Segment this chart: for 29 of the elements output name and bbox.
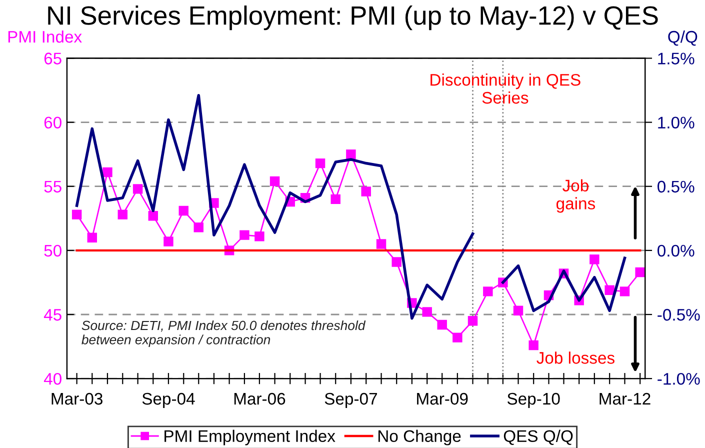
- annotation: Discontinuity in QES Series: [430, 74, 580, 104]
- x-tick-label: Sep-04: [142, 392, 195, 408]
- y-tick-label: 40: [44, 372, 62, 385]
- y-tick-label: 45: [44, 309, 62, 321]
- y-tick-label: 60: [44, 116, 62, 129]
- y2-tick-label: -0.5%: [658, 308, 700, 321]
- y-tick-label: 50: [44, 244, 62, 257]
- y2-tick-label: 0.0%: [658, 244, 694, 257]
- annotation: Source: DETI, PMI Index 50.0 denotes threshold between expansion / contraction: [82, 320, 366, 347]
- y2-tick-label: 0.5%: [658, 180, 694, 193]
- x-tick-label: Sep-07: [324, 392, 377, 408]
- legend-label: PMI Employment Index: [164, 430, 336, 446]
- x-tick-label: Mar-03: [52, 392, 102, 405]
- legend-label: QES Q/Q: [504, 430, 573, 445]
- annotation: Job losses: [536, 352, 614, 364]
- chart-title: NI Services Employment: PMI (up to May-12) v QES: [48, 6, 658, 30]
- y-axis-title: PMI Index: [8, 30, 82, 43]
- y2-axis-title: Q/Q: [668, 30, 698, 46]
- x-tick-label: Mar-09: [417, 392, 468, 405]
- legend-label: No Change: [378, 430, 461, 446]
- y-tick-label: 55: [44, 180, 62, 193]
- y-tick-label: 65: [44, 52, 62, 64]
- x-tick-label: Mar-12: [600, 392, 650, 405]
- x-tick-label: Mar-06: [234, 392, 286, 405]
- x-tick-label: Sep-10: [507, 392, 560, 408]
- y2-tick-label: 1.0%: [658, 116, 694, 129]
- y2-tick-label: 1.5%: [658, 52, 694, 64]
- y2-tick-label: -1.0%: [658, 372, 700, 385]
- annotation: Job gains: [556, 179, 596, 213]
